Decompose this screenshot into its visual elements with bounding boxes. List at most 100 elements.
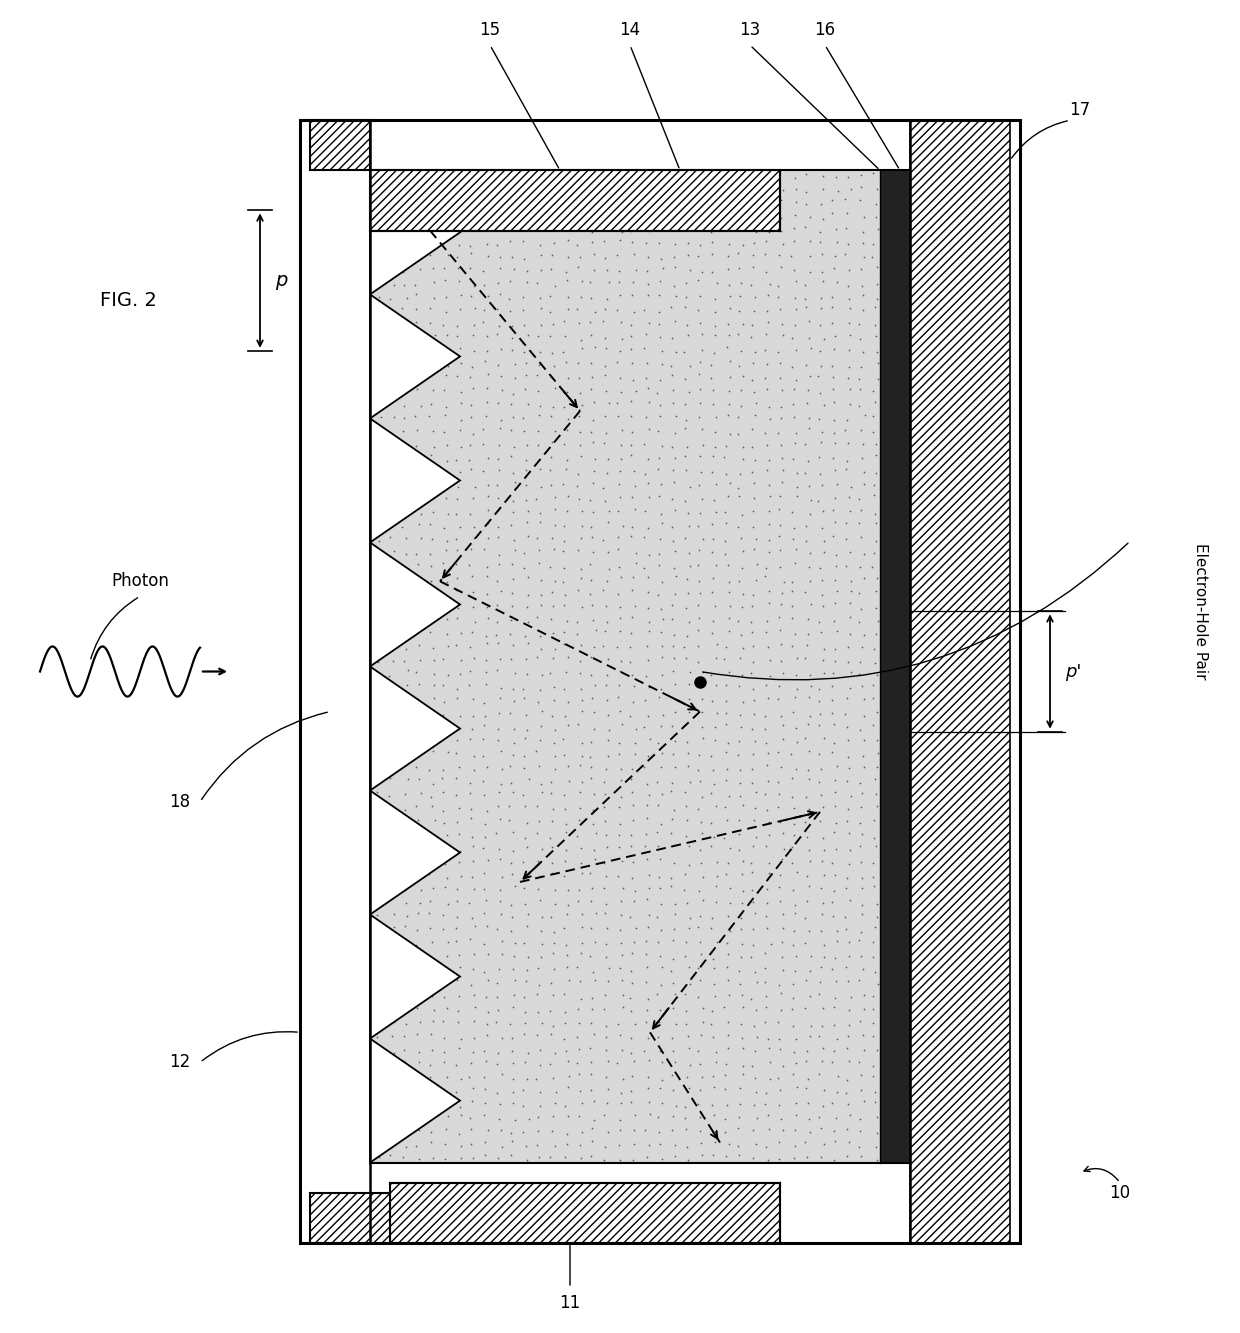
Point <box>558 285 578 307</box>
Point <box>825 864 844 885</box>
Point <box>528 435 548 456</box>
Point <box>570 177 590 199</box>
Point <box>381 758 401 780</box>
Point <box>370 297 389 319</box>
Point <box>367 929 387 950</box>
Point <box>756 324 776 345</box>
Point <box>707 876 727 897</box>
Text: FIG. 2: FIG. 2 <box>100 291 157 311</box>
Point <box>448 1000 467 1021</box>
Point <box>706 596 725 617</box>
Point <box>849 368 869 389</box>
Point <box>433 552 453 573</box>
Point <box>825 948 844 969</box>
Point <box>570 1134 590 1156</box>
Point <box>546 893 565 914</box>
Point <box>531 773 551 794</box>
Point <box>784 797 804 818</box>
Point <box>825 639 844 660</box>
Point <box>407 621 427 643</box>
Point <box>408 163 428 184</box>
Point <box>594 529 614 551</box>
Point <box>379 191 399 212</box>
Point <box>662 531 682 552</box>
Point <box>408 834 428 856</box>
Point <box>378 259 398 280</box>
Point <box>728 744 748 765</box>
Point <box>676 193 696 215</box>
Point <box>838 746 858 768</box>
Point <box>743 437 763 459</box>
Point <box>583 813 603 834</box>
Point <box>542 972 562 993</box>
Point <box>449 1010 469 1032</box>
Point <box>367 848 387 869</box>
Point <box>501 393 521 415</box>
Point <box>557 1040 577 1061</box>
Point <box>676 796 696 817</box>
Point <box>463 866 482 888</box>
Point <box>384 460 404 481</box>
Polygon shape <box>370 914 460 1038</box>
Point <box>544 164 564 185</box>
Point <box>730 527 750 548</box>
Point <box>424 664 444 685</box>
Point <box>474 837 494 858</box>
Point <box>678 244 698 265</box>
Point <box>505 164 525 185</box>
Point <box>800 571 820 592</box>
Point <box>477 756 497 777</box>
Point <box>584 840 604 861</box>
Point <box>532 700 552 721</box>
Point <box>813 501 833 523</box>
Point <box>554 595 574 616</box>
Point <box>637 473 657 495</box>
Point <box>800 961 820 982</box>
Point <box>755 423 775 444</box>
Point <box>446 189 466 211</box>
Point <box>573 732 593 753</box>
Point <box>624 192 644 213</box>
Point <box>451 437 471 459</box>
Point <box>689 407 709 428</box>
Point <box>489 1000 508 1021</box>
Point <box>438 340 458 361</box>
Point <box>719 233 739 255</box>
Point <box>666 540 686 561</box>
Point <box>787 485 807 507</box>
Point <box>693 997 713 1018</box>
Point <box>769 1012 789 1033</box>
Point <box>392 297 412 319</box>
Point <box>799 417 818 439</box>
Point <box>422 529 441 551</box>
Point <box>827 473 847 495</box>
Point <box>448 608 467 629</box>
Point <box>826 460 846 481</box>
Point <box>728 1136 748 1157</box>
Point <box>434 1041 454 1062</box>
Point <box>720 472 740 493</box>
Point <box>863 1026 883 1048</box>
Point <box>463 850 482 872</box>
Point <box>692 339 712 360</box>
Point <box>518 1042 538 1064</box>
Point <box>420 890 440 912</box>
Point <box>554 621 574 643</box>
Point <box>450 219 470 240</box>
Point <box>420 164 440 185</box>
Point <box>475 1092 495 1113</box>
Point <box>773 447 792 468</box>
Point <box>743 256 763 277</box>
Point <box>594 231 614 252</box>
Point <box>849 664 869 685</box>
Point <box>773 380 792 401</box>
Point <box>384 970 404 992</box>
Point <box>393 343 413 364</box>
Point <box>438 997 458 1018</box>
Point <box>472 729 492 750</box>
Point <box>381 1092 401 1113</box>
Point <box>611 311 631 332</box>
Point <box>594 579 614 600</box>
Point <box>706 648 725 669</box>
Point <box>786 339 806 360</box>
